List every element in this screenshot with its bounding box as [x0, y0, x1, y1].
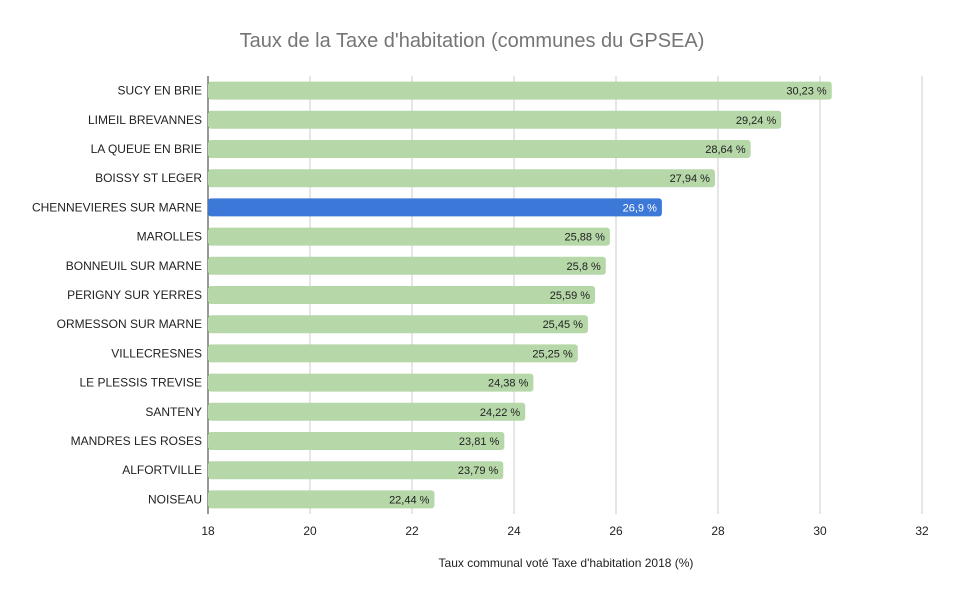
data-label: 30,23 %	[786, 86, 827, 98]
bar	[208, 198, 662, 217]
x-tick-label: 20	[303, 524, 317, 538]
bar	[208, 373, 534, 392]
data-label: 22,44 %	[389, 494, 430, 506]
data-label: 25,59 %	[550, 290, 591, 302]
data-label: 24,38 %	[488, 378, 529, 390]
category-label: SANTENY	[145, 405, 202, 419]
category-label: VILLECRESNES	[111, 346, 202, 360]
bar	[208, 140, 751, 158]
category-label: PERIGNY SUR YERRES	[67, 288, 202, 302]
bar	[208, 110, 782, 129]
bar	[208, 169, 715, 188]
bar	[208, 344, 578, 363]
bar	[208, 227, 610, 246]
data-label: 24,22 %	[480, 407, 521, 419]
category-label: BOISSY ST LEGER	[95, 171, 202, 185]
category-label: BONNEUIL SUR MARNE	[66, 259, 202, 273]
chart-title: Taux de la Taxe d'habitation (communes d…	[239, 30, 705, 52]
x-tick-label: 26	[609, 524, 623, 538]
x-tick-label: 30	[813, 524, 827, 538]
bar	[208, 81, 832, 100]
data-label: 25,88 %	[565, 232, 606, 244]
data-label: 25,8 %	[567, 261, 601, 273]
category-labels: SUCY EN BRIE LIMEIL BREVANNES LA QUEUE EN …	[32, 84, 202, 507]
data-label: 27,94 %	[670, 173, 711, 185]
x-axis-title: Taux communal voté Taxe d'habitation 201…	[439, 556, 694, 570]
category-label: SUCY EN BRIE	[118, 84, 202, 98]
x-tick-label: 28	[711, 524, 725, 538]
category-label: LIMEIL BREVANNES	[88, 113, 202, 127]
data-label: 23,81 %	[459, 436, 500, 448]
category-label: NOISEAU	[148, 492, 202, 506]
data-label: 28,64 %	[705, 144, 746, 156]
bar	[208, 315, 588, 334]
category-label: CHENNEVIERES SUR MARNE	[32, 200, 202, 214]
bars: 30,23 % 29,24 % 28,64 % 27,94 % 26,9 % 25,88 …	[208, 81, 832, 509]
category-label: LA QUEUE EN BRIE	[91, 142, 202, 156]
x-tick-label: 22	[405, 524, 419, 538]
x-tick-labels: 18 20 22 24 26 28 30 32	[201, 524, 929, 538]
data-label: 26,9 %	[623, 202, 657, 214]
data-label: 25,45 %	[543, 319, 584, 331]
category-label: ORMESSON SUR MARNE	[57, 317, 202, 331]
category-label: ALFORTVILLE	[122, 463, 202, 477]
x-tick-label: 18	[201, 524, 215, 538]
category-label: MAROLLES	[137, 230, 202, 244]
bar	[208, 402, 526, 421]
category-label: MANDRES LES ROSES	[71, 434, 202, 448]
x-tick-label: 24	[507, 524, 521, 538]
x-tick-label: 32	[915, 524, 929, 538]
bar	[208, 432, 505, 450]
data-label: 23,79 %	[458, 465, 499, 477]
data-label: 25,25 %	[532, 348, 573, 360]
bar	[208, 461, 504, 480]
category-label: LE PLESSIS TREVISE	[79, 376, 202, 390]
data-label: 29,24 %	[736, 115, 777, 127]
bar	[208, 256, 606, 275]
bar	[208, 490, 435, 509]
bar	[208, 286, 596, 304]
